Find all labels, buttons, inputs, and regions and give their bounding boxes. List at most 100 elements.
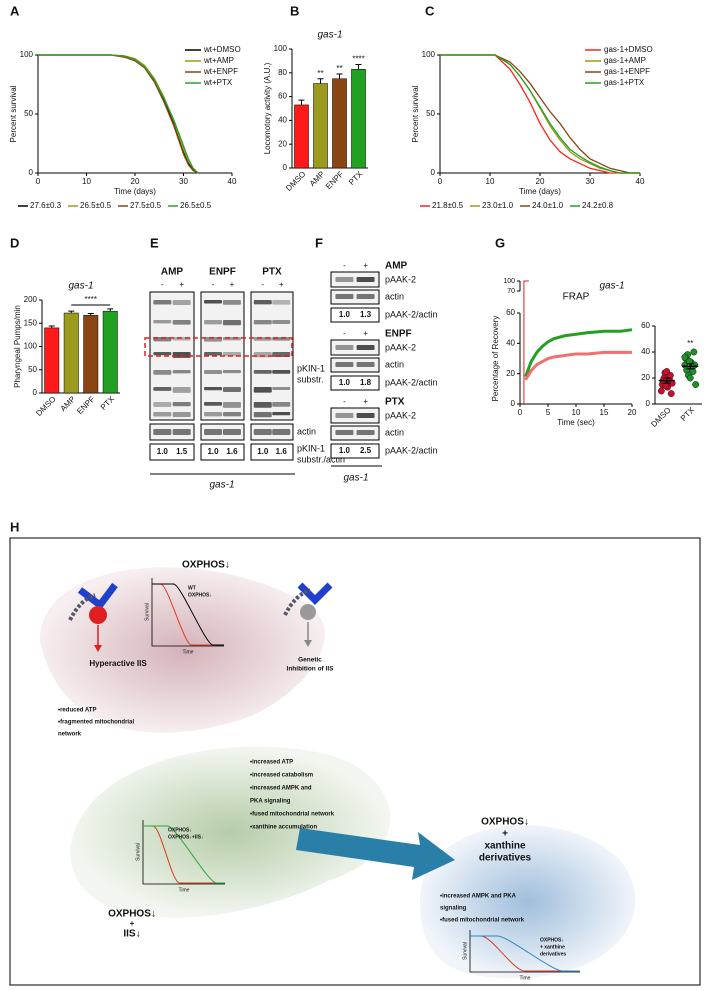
blot-band (272, 429, 291, 435)
dot (681, 353, 689, 361)
mini-axes (151, 578, 224, 647)
blot-band (153, 412, 172, 417)
blot-band (222, 412, 241, 417)
y-axis-label: Percent survival (9, 85, 18, 142)
diagram-text: WT (188, 585, 196, 591)
series-line (524, 328, 633, 378)
series-line (38, 54, 199, 174)
blot-band (335, 277, 354, 282)
lane-label: + (279, 280, 284, 289)
y-tick-label: 100 (274, 44, 288, 53)
diagram-text: •increased AMPK and (250, 786, 312, 792)
blot-group: PTX (262, 267, 282, 278)
x-tick-label: 0 (518, 408, 523, 417)
diagram-text: Time (179, 887, 190, 893)
diagram-text: •increased AMPK and PKA (440, 894, 517, 900)
x-tick-label: DMSO (284, 170, 307, 193)
blot-box (250, 423, 294, 441)
blot-band (204, 402, 223, 406)
blot-band (253, 352, 272, 358)
x-tick-label: ENPF (75, 394, 97, 416)
ratio: 2.5 (360, 446, 372, 455)
diagram-text: •fused mitochondrial network (250, 812, 335, 818)
ratio: 1.0 (207, 447, 219, 456)
blot-band (335, 362, 354, 367)
y-axis-label: Pharyngeal Pumps/min (13, 305, 22, 388)
sem-bar (686, 363, 695, 370)
significance: **** (352, 55, 364, 64)
median-survival: 27.6±0.3 (30, 201, 62, 210)
x-tick-label: 15 (600, 408, 609, 417)
ratio: 1.0 (339, 446, 351, 455)
blot-band (335, 413, 354, 418)
dot (663, 368, 671, 375)
series-line (440, 54, 640, 174)
blot-band (222, 402, 241, 408)
bar (332, 78, 347, 169)
diagram-text: OXPHOS↓ (108, 909, 156, 920)
y-tick-label: 0 (29, 168, 34, 177)
mini-axes (469, 930, 580, 973)
bar (313, 83, 328, 169)
diagram-text: •increased catabolism (250, 773, 313, 779)
y-tick-label: 100 (20, 50, 34, 59)
diagram-text: OXPHOS↓ (481, 817, 529, 828)
ratio: 1.0 (339, 378, 351, 387)
series-line (38, 54, 199, 174)
receptor-red (68, 582, 118, 652)
blot-band (153, 402, 172, 407)
blot-band (172, 429, 191, 435)
x-tick-label: 5 (546, 408, 551, 417)
panel-letter: G (495, 235, 505, 250)
blot-box (330, 425, 380, 441)
ratio: 1.0 (257, 447, 269, 456)
y-axis-label: Locomotory activity (A.U.) (263, 62, 272, 154)
panel-letter: B (290, 3, 299, 18)
series-line (38, 54, 199, 174)
median-survival: 23.0±1.0 (482, 201, 514, 210)
blot-label: substr./actin (297, 454, 345, 464)
diagram-text: Genetic (298, 657, 322, 664)
y-tick-label: 0 (431, 168, 436, 177)
significance: ** (336, 64, 342, 73)
blot-band (153, 352, 172, 356)
blot-band (172, 402, 191, 407)
blot-band (204, 429, 223, 435)
diagram-text: OXPHOS↓+IIS↓ (168, 834, 203, 840)
x-axis-label: Time (days) (114, 187, 156, 196)
panel-title: gas-1 (599, 281, 624, 292)
x-tick-label: 20 (131, 177, 140, 186)
x-tick-label: 0 (438, 177, 443, 186)
y-tick-label: 0 (283, 163, 288, 172)
legend-label: gas-1+PTX (604, 78, 645, 87)
bar (102, 310, 118, 394)
diagram-text: •fused mitochondrial network (440, 918, 525, 924)
y-tick-label: 60 (641, 321, 650, 330)
lane-label: + (179, 280, 184, 289)
median-survival: 26.5±0.5 (180, 201, 212, 210)
blot-box (330, 357, 380, 373)
ratio: 1.8 (360, 378, 372, 387)
blot-label: pAAK-2 (385, 274, 416, 284)
y-tick-label: 40 (278, 116, 287, 125)
mini-curve (470, 935, 580, 972)
legend-label: gas-1+AMP (604, 56, 646, 65)
diagram-text: + (130, 919, 135, 928)
blot-box (250, 443, 294, 461)
x-tick-label: 10 (486, 177, 495, 186)
blot-band (272, 300, 291, 305)
panel-letter: D (10, 235, 19, 250)
blot-band (272, 320, 291, 324)
diagram-text: Survival (135, 843, 141, 861)
blot-band (172, 387, 191, 393)
ratio: 1.0 (157, 447, 169, 456)
blot-group: ENPF (209, 267, 236, 278)
blot-band (153, 370, 172, 375)
sem-bar (662, 377, 671, 384)
diagram-text: •reduced ATP (58, 708, 96, 714)
y-tick-label: 100 (24, 342, 38, 351)
lane-label: + (363, 261, 368, 270)
blot-group: AMP (161, 267, 184, 278)
blot-label: pAAK-2/actin (385, 309, 438, 319)
x-tick-label: PTX (679, 405, 697, 423)
